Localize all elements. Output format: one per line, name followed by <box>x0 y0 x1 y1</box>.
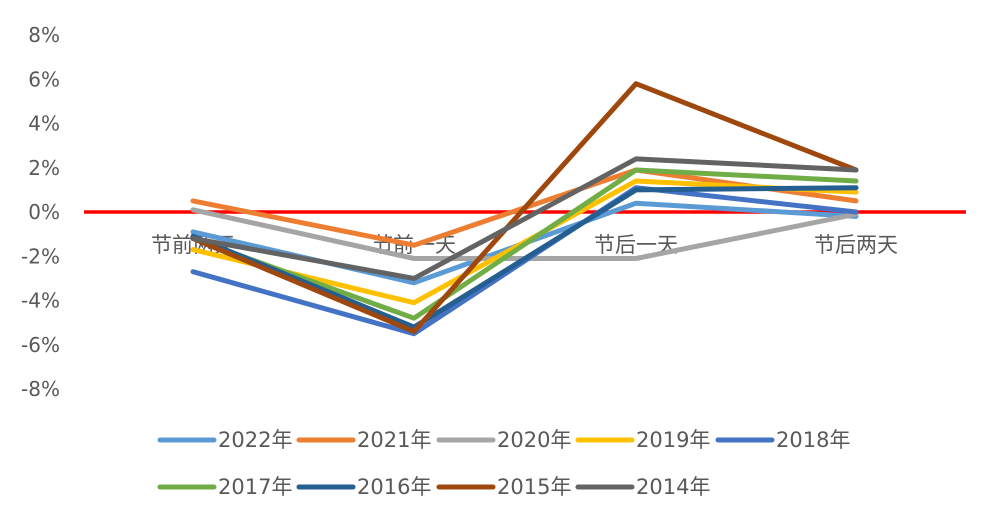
legend-label: 2015年 <box>497 475 571 499</box>
legend-item: 2022年 <box>157 428 292 452</box>
legend-item: 2016年 <box>296 475 431 499</box>
y-tick-label: 0% <box>28 200 60 224</box>
y-tick-label: -8% <box>21 377 60 401</box>
legend-item: 2017年 <box>157 475 292 499</box>
y-tick-label: 2% <box>28 156 60 180</box>
y-tick-label: 8% <box>28 23 60 47</box>
y-tick-label: -2% <box>21 244 60 268</box>
legend-label: 2019年 <box>636 428 710 452</box>
legend-item: 2019年 <box>575 428 710 452</box>
legend-label: 2014年 <box>636 475 710 499</box>
legend: 2022年 2021年 2020年 2019年 2018年 2017年 2016年 2015年… <box>157 428 850 499</box>
legend-label: 2016年 <box>357 475 431 499</box>
legend-label: 2018年 <box>776 428 850 452</box>
y-tick-label: 6% <box>28 67 60 91</box>
y-tick-label: -4% <box>21 289 60 313</box>
series-line <box>190 185 859 330</box>
legend-item: 2020年 <box>436 428 571 452</box>
legend-item: 2018年 <box>715 428 850 452</box>
y-tick-label: -6% <box>21 333 60 357</box>
series-line <box>190 81 859 334</box>
legend-label: 2022年 <box>218 428 292 452</box>
legend-item: 2015年 <box>436 475 571 499</box>
y-tick-label: 4% <box>28 112 60 136</box>
legend-label: 2021年 <box>357 428 431 452</box>
series-lines <box>190 81 859 337</box>
legend-item: 2014年 <box>575 475 710 499</box>
legend-item: 2021年 <box>296 428 431 452</box>
legend-label: 2017年 <box>218 475 292 499</box>
x-category-label: 节后两天 <box>814 233 898 257</box>
y-axis: 8% 6% 4% 2% 0% -2% -4% -6% -8% <box>21 23 60 401</box>
legend-label: 2020年 <box>497 428 571 452</box>
series-line <box>190 167 859 321</box>
series-line <box>190 156 859 281</box>
